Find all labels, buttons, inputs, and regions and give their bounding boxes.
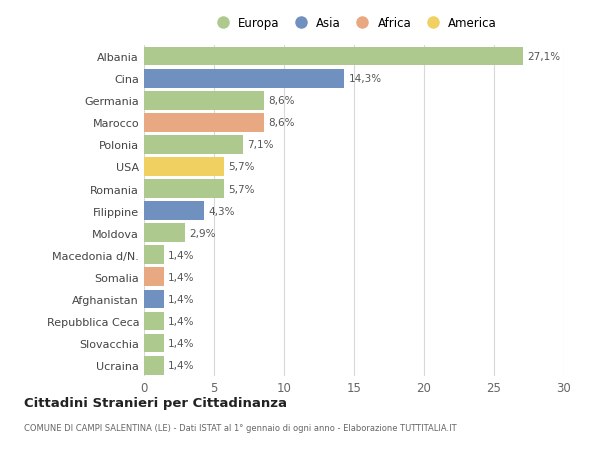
Bar bbox=[144, 312, 164, 330]
Bar bbox=[144, 70, 344, 88]
Text: Cittadini Stranieri per Cittadinanza: Cittadini Stranieri per Cittadinanza bbox=[24, 396, 287, 409]
Text: 4,3%: 4,3% bbox=[208, 206, 235, 216]
Bar bbox=[144, 334, 164, 353]
Bar bbox=[144, 356, 164, 375]
Bar bbox=[144, 158, 224, 176]
Text: 8,6%: 8,6% bbox=[269, 118, 295, 128]
Bar bbox=[144, 268, 164, 286]
Text: 1,4%: 1,4% bbox=[168, 250, 194, 260]
Text: 1,4%: 1,4% bbox=[168, 338, 194, 348]
Text: 1,4%: 1,4% bbox=[168, 272, 194, 282]
Text: 8,6%: 8,6% bbox=[269, 96, 295, 106]
Bar bbox=[144, 92, 265, 110]
Bar bbox=[144, 48, 523, 66]
Bar bbox=[144, 136, 244, 154]
Text: 7,1%: 7,1% bbox=[248, 140, 274, 150]
Text: 2,9%: 2,9% bbox=[189, 228, 215, 238]
Text: 5,7%: 5,7% bbox=[228, 162, 254, 172]
Text: 1,4%: 1,4% bbox=[168, 360, 194, 370]
Text: 5,7%: 5,7% bbox=[228, 184, 254, 194]
Text: 1,4%: 1,4% bbox=[168, 294, 194, 304]
Bar bbox=[144, 202, 204, 220]
Text: COMUNE DI CAMPI SALENTINA (LE) - Dati ISTAT al 1° gennaio di ogni anno - Elabora: COMUNE DI CAMPI SALENTINA (LE) - Dati IS… bbox=[24, 424, 457, 432]
Bar bbox=[144, 180, 224, 198]
Bar bbox=[144, 224, 185, 242]
Text: 1,4%: 1,4% bbox=[168, 316, 194, 326]
Bar bbox=[144, 246, 164, 264]
Bar bbox=[144, 290, 164, 308]
Bar bbox=[144, 114, 265, 132]
Text: 14,3%: 14,3% bbox=[349, 74, 382, 84]
Text: 27,1%: 27,1% bbox=[527, 52, 561, 62]
Legend: Europa, Asia, Africa, America: Europa, Asia, Africa, America bbox=[206, 12, 502, 34]
